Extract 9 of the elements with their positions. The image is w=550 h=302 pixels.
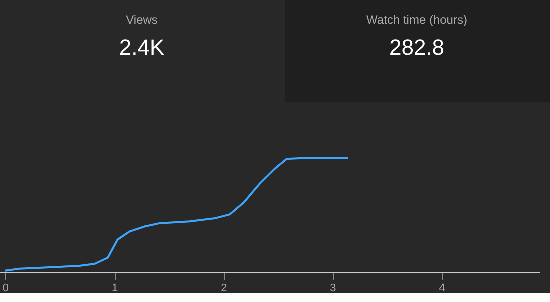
- x-tick-label: 4: [439, 282, 446, 294]
- x-tick-label: 2: [221, 282, 228, 294]
- text: 282.8: [389, 35, 445, 60]
- text: Watch time (hours): [366, 13, 468, 27]
- x-tick-label: 3: [330, 282, 336, 294]
- x-tick-label: 0: [2, 282, 10, 294]
- text: Views: [126, 13, 158, 27]
- x-tick-label: 1: [112, 282, 118, 294]
- text: 2.4K: [119, 35, 165, 60]
